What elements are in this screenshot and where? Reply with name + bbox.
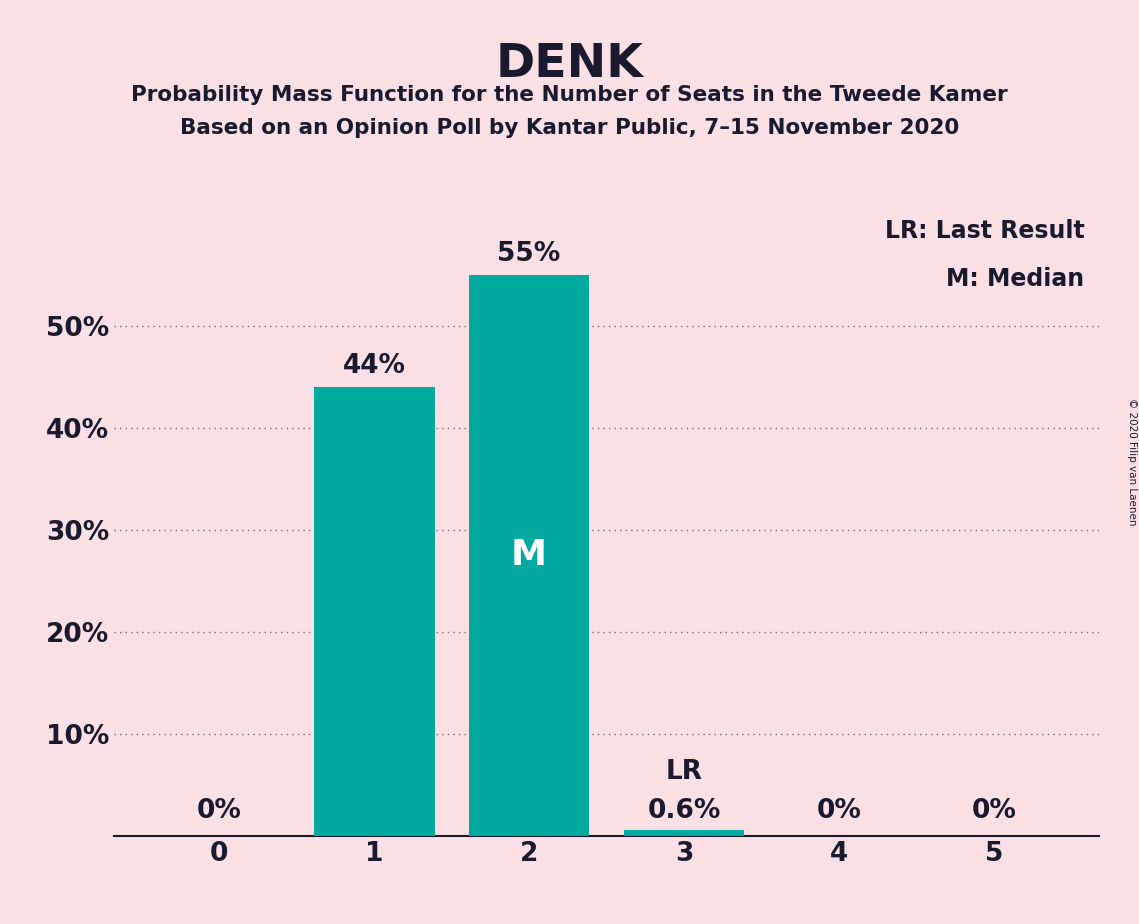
Text: LR: LR bbox=[665, 760, 703, 785]
Text: M: Median: M: Median bbox=[947, 266, 1084, 290]
Text: Based on an Opinion Poll by Kantar Public, 7–15 November 2020: Based on an Opinion Poll by Kantar Publi… bbox=[180, 118, 959, 139]
Text: 0.6%: 0.6% bbox=[647, 798, 721, 824]
Text: 0%: 0% bbox=[197, 798, 241, 824]
Text: 0%: 0% bbox=[817, 798, 861, 824]
Text: M: M bbox=[511, 539, 547, 573]
Text: Probability Mass Function for the Number of Seats in the Tweede Kamer: Probability Mass Function for the Number… bbox=[131, 85, 1008, 105]
Bar bbox=[313, 387, 434, 836]
Bar bbox=[623, 830, 745, 836]
Bar bbox=[468, 274, 590, 836]
Text: 44%: 44% bbox=[343, 353, 405, 379]
Text: LR: Last Result: LR: Last Result bbox=[885, 219, 1084, 243]
Text: 55%: 55% bbox=[498, 240, 560, 266]
Text: © 2020 Filip van Laenen: © 2020 Filip van Laenen bbox=[1126, 398, 1137, 526]
Text: 0%: 0% bbox=[972, 798, 1016, 824]
Text: DENK: DENK bbox=[495, 42, 644, 87]
